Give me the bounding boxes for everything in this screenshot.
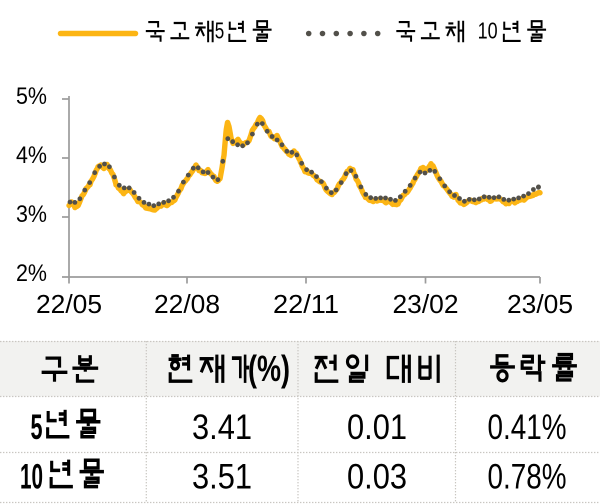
- svg-text:5%: 5%: [16, 83, 47, 110]
- svg-text:3.41: 3.41: [192, 408, 252, 447]
- svg-text:5: 5: [215, 18, 225, 44]
- svg-text:22/11: 22/11: [273, 291, 339, 319]
- svg-text:23/05: 23/05: [507, 291, 573, 319]
- svg-text:10: 10: [478, 18, 498, 44]
- svg-text:0.01: 0.01: [347, 408, 407, 447]
- svg-text:0.03: 0.03: [347, 458, 407, 497]
- svg-text:0.41%: 0.41%: [488, 408, 567, 447]
- svg-text:10: 10: [20, 457, 43, 496]
- svg-text:0.78%: 0.78%: [488, 458, 567, 497]
- svg-text:3.51: 3.51: [192, 458, 252, 497]
- svg-text:23/02: 23/02: [393, 291, 459, 319]
- svg-text:2%: 2%: [16, 260, 47, 287]
- svg-text:(%): (%): [248, 348, 290, 389]
- svg-text:22/05: 22/05: [36, 291, 102, 319]
- svg-text:3%: 3%: [16, 201, 47, 228]
- svg-text:22/08: 22/08: [154, 291, 220, 319]
- svg-text:4%: 4%: [16, 142, 47, 169]
- svg-text:5: 5: [31, 408, 43, 447]
